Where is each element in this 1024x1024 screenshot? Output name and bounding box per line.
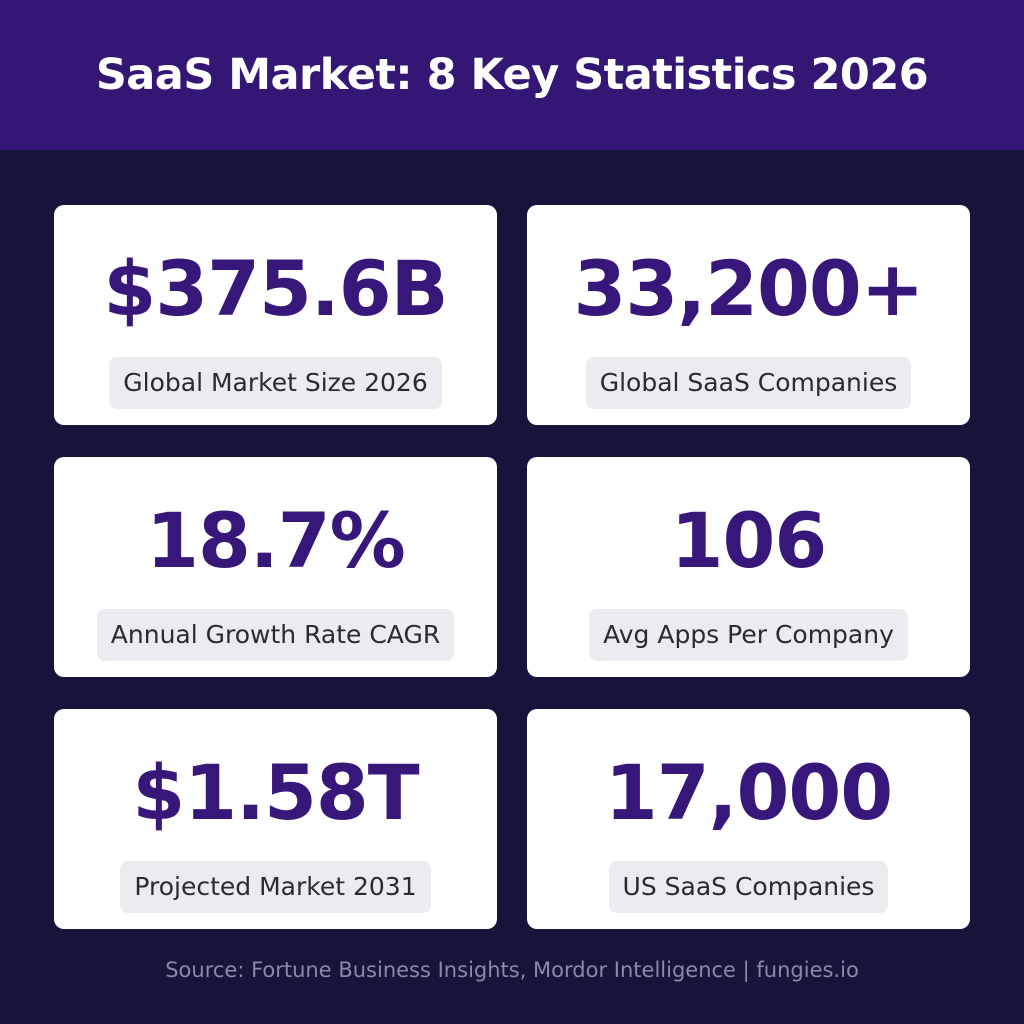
stat-card-avg-apps: 106 Avg Apps Per Company: [527, 457, 970, 677]
stat-value: 33,200+: [573, 244, 925, 333]
stat-card-projected-market: $1.58T Projected Market 2031: [54, 709, 497, 929]
stat-value: 18.7%: [146, 496, 406, 585]
stat-card-global-companies: 33,200+ Global SaaS Companies: [527, 205, 970, 425]
stat-label: Global Market Size 2026: [109, 357, 442, 409]
stat-value: 106: [670, 496, 828, 585]
stat-label: Projected Market 2031: [120, 861, 431, 913]
stat-label: Global SaaS Companies: [585, 357, 912, 409]
source-caption: Source: Fortune Business Insights, Mordo…: [165, 958, 859, 982]
stat-card-us-companies: 17,000 US SaaS Companies: [527, 709, 970, 929]
page-title: SaaS Market: 8 Key Statistics 2026: [95, 50, 929, 100]
header-banner: SaaS Market: 8 Key Statistics 2026: [0, 0, 1024, 150]
stat-value: $1.58T: [132, 748, 419, 837]
stat-value: 17,000: [604, 748, 893, 837]
stat-label: Annual Growth Rate CAGR: [96, 609, 455, 661]
stat-label: US SaaS Companies: [608, 861, 889, 913]
stat-value: $375.6B: [103, 244, 448, 333]
stat-card-growth-rate: 18.7% Annual Growth Rate CAGR: [54, 457, 497, 677]
stat-label: Avg Apps Per Company: [589, 609, 908, 661]
stat-card-market-size: $375.6B Global Market Size 2026: [54, 205, 497, 425]
